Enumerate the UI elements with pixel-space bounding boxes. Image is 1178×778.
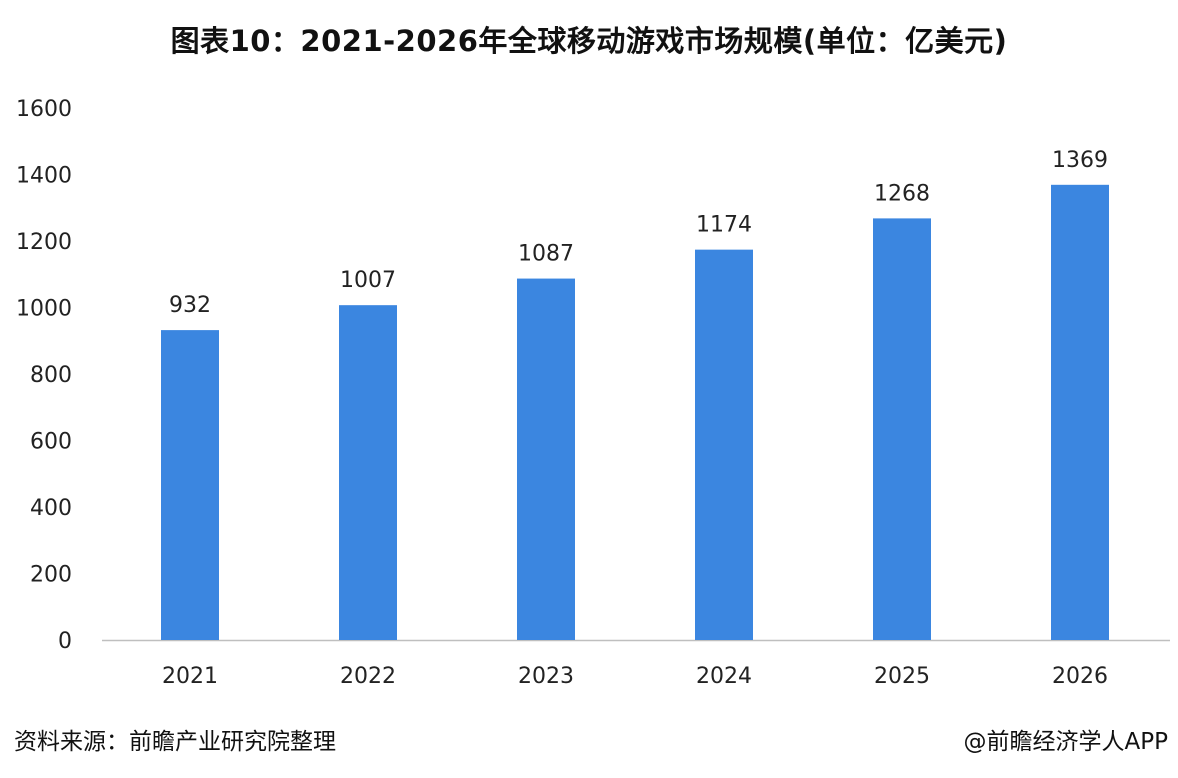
y-tick-label: 1200: [16, 230, 72, 255]
bar-2026: [1051, 184, 1109, 640]
y-tick-label: 1400: [16, 164, 72, 189]
bar-2022: [339, 305, 397, 640]
bar-2023: [517, 278, 575, 640]
y-tick-label: 0: [58, 629, 72, 654]
chart-title: 图表10：2021-2026年全球移动游戏市场规模(单位：亿美元): [170, 24, 1008, 58]
bar-2021: [161, 330, 219, 640]
data-label-2025: 1268: [874, 181, 930, 206]
credit-note: @前瞻经济学人APP: [963, 729, 1168, 755]
bars: 932 1007 1087 1174 1268 1369: [161, 148, 1109, 640]
x-tick-label: 2022: [340, 664, 396, 689]
data-label-2026: 1369: [1052, 148, 1108, 173]
source-note: 资料来源：前瞻产业研究院整理: [14, 729, 336, 755]
x-tick-label: 2025: [874, 664, 930, 689]
data-label-2021: 932: [169, 293, 211, 318]
data-label-2022: 1007: [340, 268, 396, 293]
data-label-2023: 1087: [518, 242, 574, 267]
y-tick-label: 1000: [16, 297, 72, 322]
x-axis-labels: 2021 2022 2023 2024 2025 2026: [162, 664, 1108, 689]
y-tick-label: 1600: [16, 97, 72, 122]
y-tick-label: 800: [30, 363, 72, 388]
bar-2025: [873, 218, 931, 640]
y-axis-ticks: 0 200 400 600 800 1000 1200 1400 1600: [16, 97, 72, 654]
x-tick-label: 2024: [696, 664, 752, 689]
x-tick-label: 2021: [162, 664, 218, 689]
x-tick-label: 2026: [1052, 664, 1108, 689]
bar-2024: [695, 249, 753, 640]
y-tick-label: 400: [30, 496, 72, 521]
data-label-2024: 1174: [696, 213, 752, 238]
y-tick-label: 600: [30, 430, 72, 455]
y-tick-label: 200: [30, 563, 72, 588]
x-tick-label: 2023: [518, 664, 574, 689]
